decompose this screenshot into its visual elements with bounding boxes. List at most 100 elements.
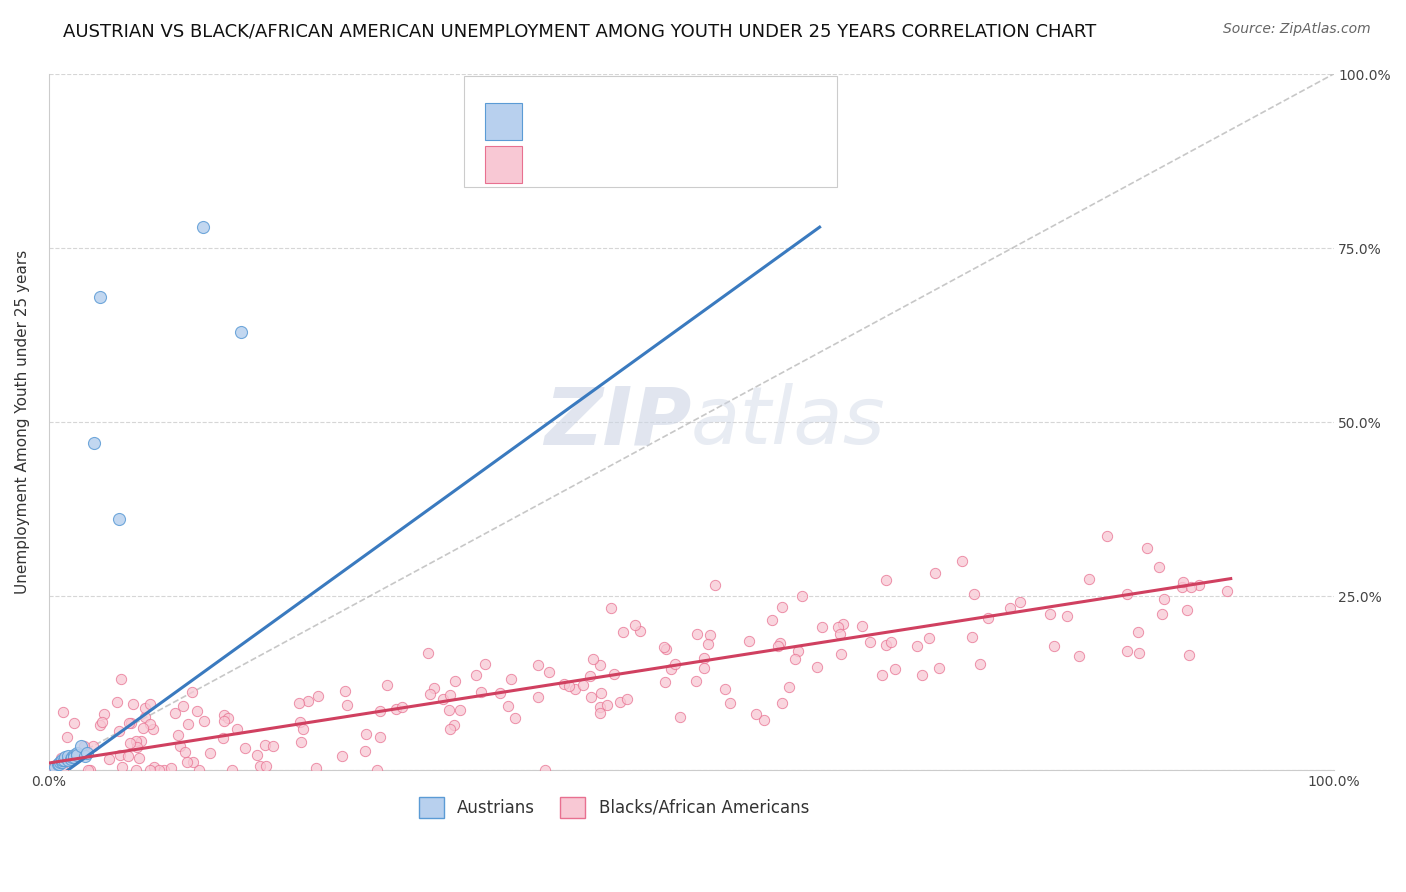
Point	[832, 616, 855, 631]
Legend: Austrians, Blacks/African Americans: Austrians, Blacks/African Americans	[412, 790, 815, 824]
Point	[969, 657, 991, 671]
Text: ZIP: ZIP	[544, 383, 692, 461]
Point	[1153, 591, 1175, 606]
Point	[262, 739, 284, 753]
Point	[172, 698, 194, 713]
Point	[108, 748, 131, 763]
Point	[1128, 646, 1150, 660]
Point	[444, 673, 467, 688]
Point	[56, 749, 79, 764]
Point	[138, 697, 160, 711]
Point	[82, 739, 104, 754]
Text: N =: N =	[633, 112, 672, 130]
Point	[49, 755, 72, 769]
Point	[391, 700, 413, 714]
Point	[603, 667, 626, 681]
Y-axis label: Unemployment Among Youth under 25 years: Unemployment Among Youth under 25 years	[15, 250, 30, 594]
Point	[89, 718, 111, 732]
Point	[55, 750, 77, 764]
Point	[221, 763, 243, 777]
Point	[830, 626, 852, 640]
Point	[609, 695, 631, 709]
Point	[693, 660, 716, 674]
Point	[806, 660, 828, 674]
Point	[1097, 529, 1119, 543]
Point	[177, 716, 200, 731]
Point	[176, 756, 198, 770]
Point	[654, 675, 676, 690]
Point	[174, 745, 197, 759]
Point	[704, 578, 727, 592]
Point	[761, 614, 783, 628]
Point	[851, 618, 873, 632]
Point	[537, 665, 560, 679]
Point	[659, 662, 682, 676]
Point	[599, 601, 621, 615]
Point	[596, 698, 619, 713]
Point	[786, 644, 808, 658]
Point	[669, 710, 692, 724]
Point	[138, 716, 160, 731]
Point	[60, 750, 83, 764]
Point	[778, 680, 800, 694]
Point	[624, 617, 647, 632]
Point	[108, 723, 131, 738]
Point	[56, 753, 79, 767]
Point	[76, 746, 98, 760]
Point	[581, 690, 603, 704]
Point	[153, 763, 176, 777]
Point	[127, 739, 149, 754]
Point	[827, 620, 849, 634]
Point	[166, 728, 188, 742]
Point	[141, 722, 163, 736]
Point	[117, 749, 139, 764]
Point	[66, 747, 89, 762]
Point	[589, 700, 612, 714]
Point	[70, 739, 93, 753]
Point	[63, 716, 86, 731]
Point	[249, 759, 271, 773]
Point	[963, 587, 986, 601]
Point	[1077, 572, 1099, 586]
Point	[333, 683, 356, 698]
Point	[38, 763, 60, 777]
Point	[120, 715, 142, 730]
Point	[1188, 578, 1211, 592]
Point	[91, 714, 114, 729]
Point	[226, 723, 249, 737]
Point	[108, 512, 131, 526]
Point	[42, 763, 65, 777]
Point	[288, 696, 311, 710]
Point	[1175, 603, 1198, 617]
Point	[810, 619, 832, 633]
Point	[1069, 649, 1091, 664]
Point	[769, 636, 792, 650]
Point	[183, 755, 205, 769]
Point	[193, 714, 215, 729]
Point	[44, 759, 66, 773]
Point	[200, 746, 222, 760]
Point	[745, 706, 768, 721]
Point	[120, 736, 142, 750]
Point	[1010, 595, 1032, 609]
Point	[139, 763, 162, 777]
Point	[125, 763, 148, 777]
Text: N =: N =	[633, 155, 672, 173]
Point	[1039, 607, 1062, 622]
Point	[52, 763, 75, 777]
Point	[165, 706, 187, 721]
Point	[370, 731, 392, 745]
Point	[998, 601, 1021, 615]
Point	[503, 711, 526, 725]
Point	[55, 731, 77, 745]
Point	[212, 731, 235, 745]
Point	[1178, 648, 1201, 663]
Text: 197: 197	[664, 155, 702, 173]
Point	[132, 721, 155, 735]
Point	[105, 695, 128, 709]
Text: atlas: atlas	[692, 383, 886, 461]
Point	[591, 685, 613, 699]
Point	[1215, 584, 1237, 599]
Point	[534, 763, 557, 777]
Point	[63, 750, 86, 764]
